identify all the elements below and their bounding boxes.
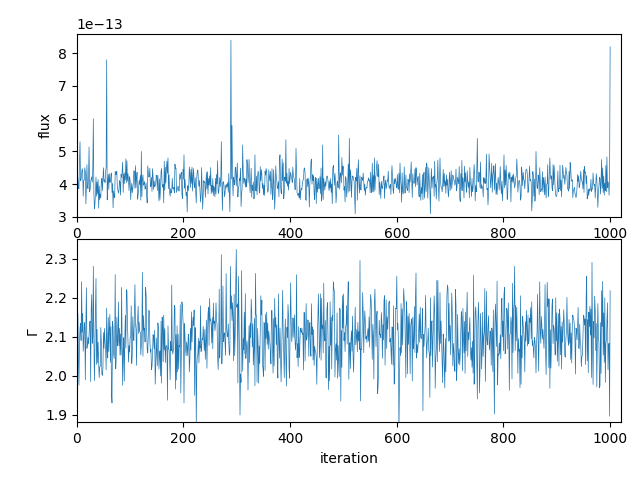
Y-axis label: flux: flux — [38, 112, 52, 138]
X-axis label: iteration: iteration — [319, 452, 378, 466]
Y-axis label: Γ: Γ — [26, 327, 40, 335]
